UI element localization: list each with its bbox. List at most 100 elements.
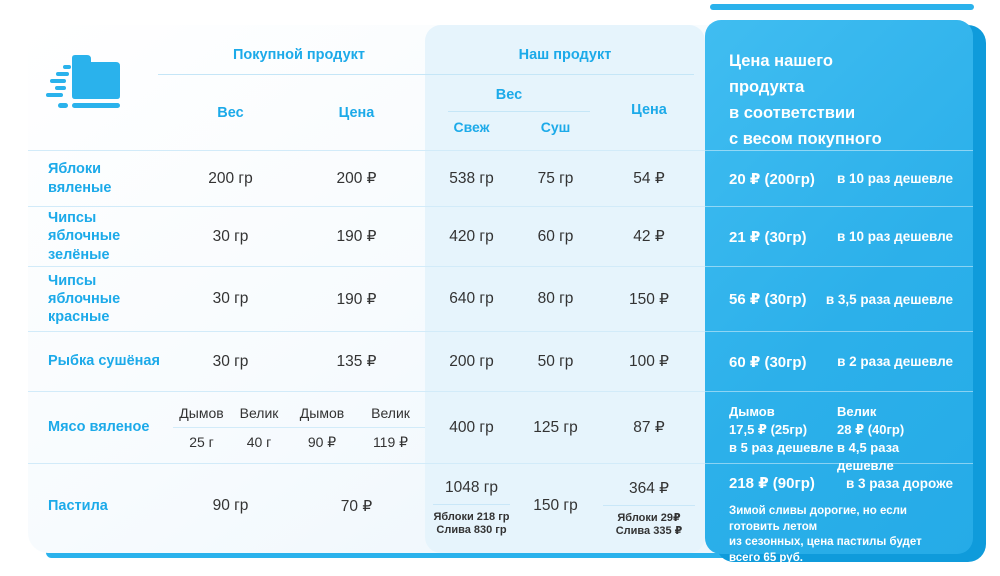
meat-brand-labels: Дымов Велик Дымов Велик [173, 404, 425, 422]
top-accent-strip [710, 4, 974, 10]
table-row-pastila: Пастила 90 гр 70 ₽ 1048 гр Яблоки 218 гр… [28, 463, 973, 548]
our-price-cell: 364 ₽ Яблоки 29₽ Слива 335 ₽ [593, 464, 705, 548]
brand-label: Дымов [179, 405, 224, 421]
purchased-product-header: Покупной продукт [232, 47, 365, 63]
table-row-fish: Рыбка сушёная 30 гр 135 ₽ 200 гр 50 гр 1… [28, 331, 973, 391]
product-name: Чипсы яблочные красные [48, 272, 121, 326]
our-price: 42 ₽ [633, 228, 665, 245]
brand-label: Велик [837, 404, 877, 419]
our-weight-header: Вес [495, 87, 523, 103]
comparison-note: в 3,5 раза дешевле [825, 291, 953, 307]
comparison-note: в 2 раза дешевле [837, 354, 953, 369]
equivalent-price: 21 ₽ (30гр) [729, 228, 807, 246]
brand-label: Дымов [299, 405, 345, 421]
buy-weight: 40 г [246, 434, 272, 450]
price-breakdown: Яблоки 29₽ Слива 335 ₽ [615, 512, 683, 537]
weight-subheader-divider [448, 111, 590, 112]
buy-weight: 25 г [189, 434, 214, 450]
our-product-section-background [425, 25, 705, 553]
our-price: 364 ₽ [628, 480, 670, 497]
cell-divider [433, 504, 510, 505]
product-name: Мясо вяленое [48, 419, 150, 436]
meat-subtable-divider [173, 427, 425, 428]
comparison-note: в 4,5 раза дешевле [837, 440, 900, 473]
buy-weight: 90 гр [212, 497, 249, 514]
equivalent-price: 28 ₽ (40гр) [837, 422, 905, 437]
fast-folder-icon [46, 53, 130, 120]
meat-brand-subtable: Дымов Велик Дымов Велик 25 г 40 г 90 ₽ 1… [173, 392, 425, 463]
our-product-header: Наш продукт [518, 47, 612, 63]
brand-label: Велик [371, 405, 410, 421]
dried-weight-header: Суш [540, 119, 571, 135]
table-row-apples: Яблоки вяленые 200 гр 200 ₽ 538 гр 75 гр… [28, 150, 973, 206]
comparison-panel-title: Цена нашего продукта в соответствии с ве… [729, 52, 882, 148]
brand-label: Велик [239, 405, 279, 421]
our-price: 54 ₽ [633, 170, 665, 187]
meat-brand-comparison: Велик 28 ₽ (40гр) в 4,5 раза дешевле [837, 403, 953, 475]
brand-label: Дымов [729, 404, 775, 419]
cell-divider [603, 505, 695, 506]
fresh-weight: 420 гр [449, 227, 494, 245]
buy-weight: 200 гр [208, 169, 253, 187]
comparison-panel: Цена нашего продукта в соответствии с ве… [705, 20, 973, 564]
table-header: Покупной продукт Вес Цена Наш продукт Ве… [28, 25, 973, 150]
meat-brand-comparison: Дымов 17,5 ₽ (25гр) в 5 раз дешевле [729, 403, 837, 457]
buy-weight: 30 гр [212, 227, 249, 245]
fresh-weight: 400 гр [449, 418, 494, 436]
our-price: 100 ₽ [628, 353, 670, 370]
equivalent-price: 218 ₽ (90гр) [729, 475, 815, 492]
purchased-price-header: Цена [338, 105, 375, 121]
dried-weight: 50 гр [537, 352, 574, 370]
dried-weight: 75 гр [537, 169, 574, 187]
panel-row-meat: Дымов 17,5 ₽ (25гр) в 5 раз дешевле Вели… [705, 391, 973, 473]
fresh-weight: 640 гр [449, 290, 494, 307]
panel-row-fish: 60 ₽ (30гр) в 2 раза дешевле [705, 331, 973, 391]
table-row-meat: Мясо вяленое Дымов Велик Дымов Велик 25 … [28, 391, 973, 463]
dried-weight: 60 гр [537, 227, 574, 245]
our-price: 150 ₽ [628, 290, 670, 308]
fresh-weight-breakdown: Яблоки 218 гр Слива 830 гр [433, 511, 510, 536]
fresh-weight: 538 гр [449, 169, 494, 187]
buy-price: 200 ₽ [336, 170, 377, 187]
comparison-note: в 3 раза дороже [845, 475, 953, 491]
comparison-note: в 10 раз дешевле [836, 171, 953, 186]
buy-weight: 30 гр [212, 352, 249, 370]
dried-weight: 80 гр [537, 290, 574, 307]
product-name: Чипсы яблочные зелёные [48, 210, 121, 263]
comparison-note: в 5 раз дешевле [729, 440, 834, 455]
our-price-header: Цена [631, 102, 667, 118]
panel-row-chips-red: 56 ₽ (30гр) в 3,5 раза дешевле [705, 266, 973, 331]
buy-price: 135 ₽ [336, 353, 377, 370]
buy-price: 190 ₽ [336, 228, 377, 245]
buy-weight: 30 гр [212, 290, 249, 307]
equivalent-price: 60 ₽ (30гр) [729, 353, 807, 371]
fresh-weight: 1048 гр [444, 479, 499, 496]
table-row-chips-red: Чипсы яблочные красные 30 гр 190 ₽ 640 г… [28, 266, 973, 331]
meat-brand-values: 25 г 40 г 90 ₽ 119 ₽ [173, 433, 425, 451]
panel-row-pastila: 218 ₽ (90гр) в 3 раза дороже Зимой сливы… [705, 463, 973, 564]
pastila-comparison: 218 ₽ (90гр) в 3 раза дороже [729, 474, 953, 492]
equivalent-price: 20 ₽ (200гр) [729, 170, 815, 188]
header-divider [158, 74, 694, 75]
equivalent-price: 56 ₽ (30гр) [729, 291, 807, 308]
our-price: 87 ₽ [633, 419, 665, 436]
panel-row-apples: 20 ₽ (200гр) в 10 раз дешевле [705, 150, 973, 206]
product-name: Яблоки вяленые [48, 161, 112, 196]
dried-weight: 150 гр [533, 497, 578, 514]
panel-row-chips-green: 21 ₽ (30гр) в 10 раз дешевле [705, 206, 973, 266]
table-row-chips-green: Чипсы яблочные зелёные 30 гр 190 ₽ 420 г… [28, 206, 973, 266]
fresh-weight-cell: 1048 гр Яблоки 218 гр Слива 830 гр [425, 464, 518, 548]
dried-weight: 125 гр [533, 418, 578, 436]
fresh-weight-header: Свеж [453, 119, 490, 135]
equivalent-price: 17,5 ₽ (25гр) [729, 422, 808, 437]
seasonal-footnote: Зимой сливы дорогие, но если готовить ле… [729, 505, 922, 564]
buy-price: 190 ₽ [336, 290, 377, 308]
buy-price: 90 ₽ [307, 434, 337, 450]
comparison-note: в 10 раз дешевле [836, 229, 953, 244]
product-name: Пастила [48, 497, 108, 514]
purchased-weight-header: Вес [217, 105, 244, 121]
fresh-weight: 200 гр [449, 352, 494, 370]
buy-price: 70 ₽ [340, 497, 373, 515]
buy-price: 119 ₽ [372, 434, 409, 450]
